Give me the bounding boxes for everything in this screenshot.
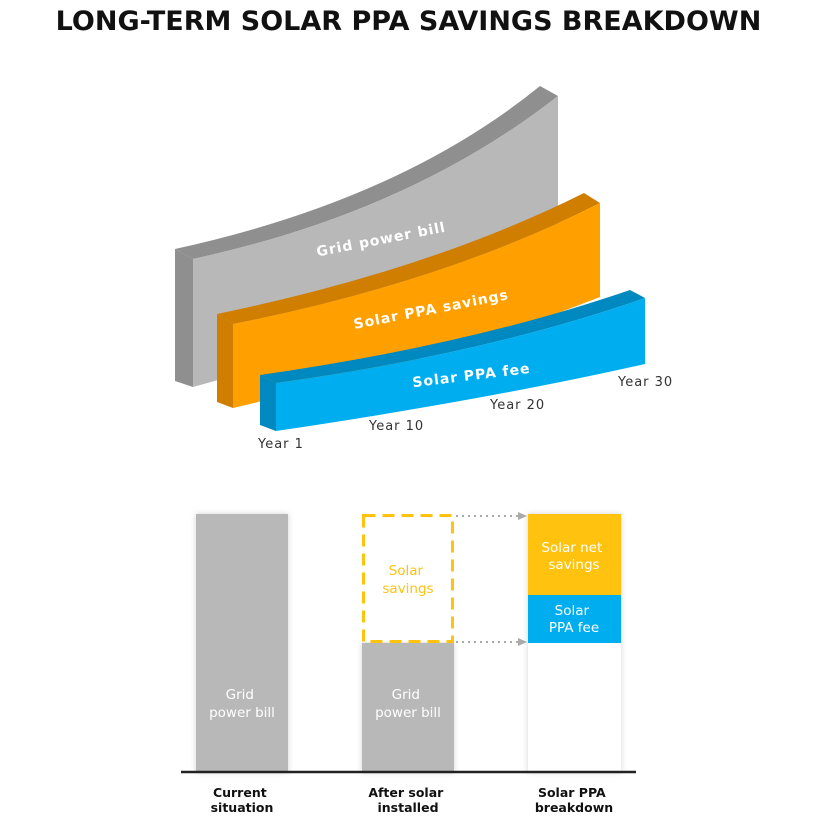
year-10-label: Year 10 — [368, 419, 424, 434]
ppa-savings-band-top — [217, 193, 600, 324]
ppa-savings-band-side — [217, 314, 233, 408]
after-solar-grid-bill-text: Grid power bill — [375, 687, 441, 721]
solar-savings-text: Solar savings — [382, 563, 433, 597]
ppa-fee-band: Solar PPA fee — [260, 290, 645, 431]
connector-arrows — [456, 512, 527, 646]
bottom-connector-arrowhead — [518, 638, 527, 646]
ppa-fee-band-top — [260, 290, 645, 383]
ppa-breakdown-column: Solar net savings Solar PPA fee — [528, 514, 621, 772]
solar-ppa-fee-segment — [528, 595, 621, 643]
page-title: LONG-TERM SOLAR PPA SAVINGS BREAKDOWN — [55, 6, 762, 37]
grid-bill-band-top — [175, 86, 558, 259]
after-solar-grid-bill-bar — [362, 643, 454, 772]
year-1-label: Year 1 — [257, 437, 304, 452]
after-solar-column: Solar savings Grid power bill — [362, 514, 454, 772]
current-grid-bill-text: Grid power bill — [209, 687, 275, 721]
current-grid-bill-bar — [196, 514, 288, 772]
current-situation-label: Current situation — [211, 785, 274, 815]
solar-net-savings-segment — [528, 514, 621, 595]
top-connector-arrowhead — [518, 512, 527, 520]
solar-savings-dashed-box — [362, 514, 454, 643]
ppa-fee-band-front — [276, 298, 645, 431]
year-20-label: Year 20 — [489, 398, 545, 413]
current-situation-column: Grid power bill — [196, 514, 288, 772]
ppa-savings-band-front — [233, 203, 600, 408]
ppa-savings-band: Solar PPA savings — [217, 193, 600, 408]
after-solar-label: After solar installed — [368, 785, 447, 815]
grid-bill-band-side — [175, 249, 193, 387]
solar-net-savings-text: Solar net savings — [541, 540, 606, 573]
ppa-fee-band-side — [260, 375, 276, 431]
solar-ppa-fee-text: Solar PPA fee — [549, 603, 599, 636]
ppa-breakdown-label: Solar PPA breakdown — [535, 785, 613, 815]
year-30-label: Year 30 — [617, 375, 673, 390]
